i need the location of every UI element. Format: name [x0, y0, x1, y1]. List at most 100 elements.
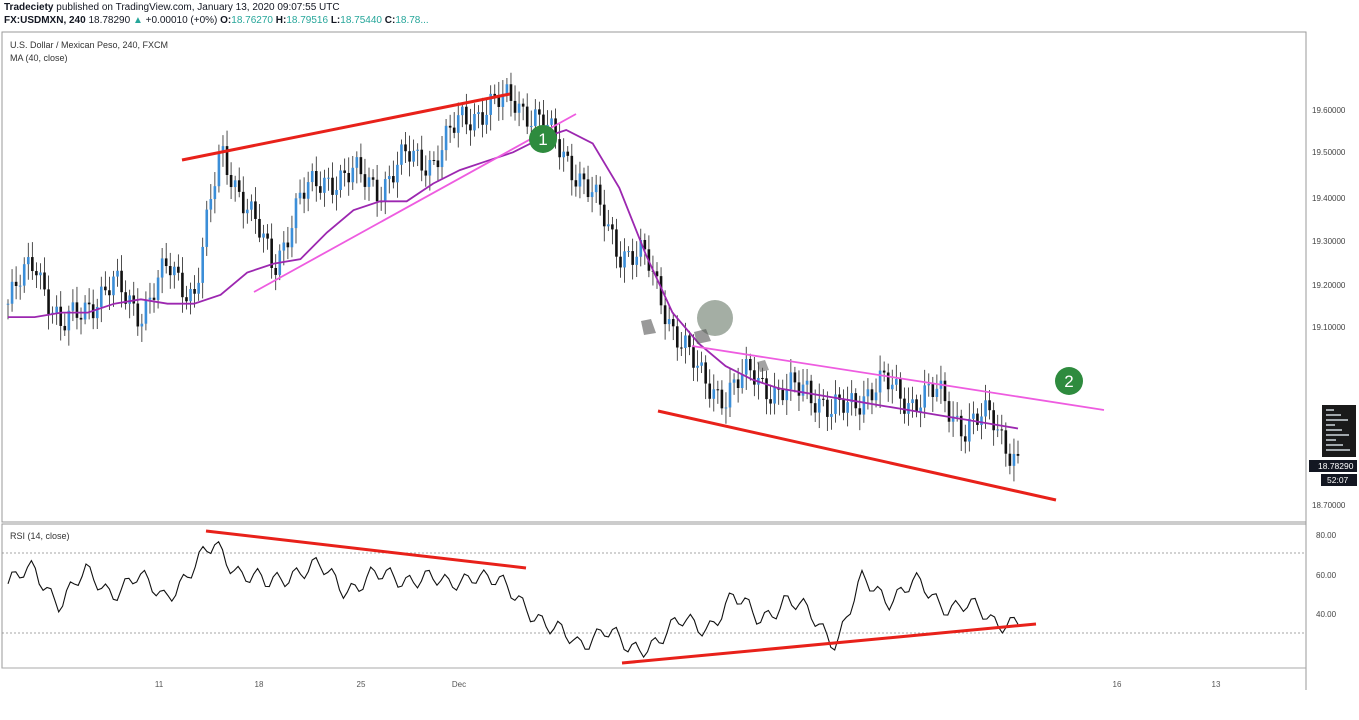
candle-body — [813, 403, 817, 413]
ohlc-header: FX:USDMXN, 240 18.78290 ▲ +0.00010 (+0%)… — [4, 15, 429, 26]
candle-body — [335, 189, 338, 195]
candle-body — [744, 359, 748, 375]
change-value: +0.00010 (+0%) — [145, 15, 218, 26]
candle-body — [959, 415, 963, 437]
candle-body — [213, 186, 217, 200]
candle-body — [298, 192, 302, 199]
rsi-tick: 60.00 — [1316, 571, 1337, 580]
candle-body — [286, 242, 290, 248]
candle-body — [140, 323, 144, 327]
candle-body — [392, 176, 395, 183]
candle-body — [233, 180, 237, 188]
candle-body — [331, 177, 334, 195]
candle-body — [761, 377, 764, 379]
candle-body — [1008, 453, 1012, 466]
upper-falling-trendline[interactable] — [691, 345, 1105, 411]
candle-body — [538, 109, 541, 115]
candle-body — [663, 305, 667, 325]
candle-body — [878, 370, 882, 393]
open-label: O: — [220, 15, 232, 26]
candle-body — [22, 264, 26, 286]
candle-body — [104, 286, 107, 291]
candle-body — [400, 144, 403, 165]
candle-body — [181, 272, 184, 298]
candle-body — [696, 365, 699, 368]
candle-body — [221, 146, 225, 152]
candle-body — [984, 400, 987, 417]
candle-body — [619, 256, 622, 268]
candle-body — [314, 171, 318, 187]
candle-body — [95, 306, 99, 319]
candle-body — [700, 362, 703, 366]
candle-body — [197, 282, 200, 294]
candle-body — [838, 394, 841, 400]
candle-body — [542, 114, 545, 132]
candle-body — [156, 277, 160, 300]
candle-body — [465, 106, 468, 125]
candle-body — [797, 382, 801, 396]
candle-body — [168, 266, 172, 276]
candle-body — [371, 177, 375, 180]
candle-body — [704, 362, 707, 384]
lower-rising-trendline[interactable] — [253, 113, 577, 293]
candle-body — [432, 160, 436, 162]
candle-body — [193, 289, 196, 294]
candle-body — [558, 139, 561, 158]
candlestick-series — [6, 72, 1020, 482]
symbol-label: FX:USDMXN, 240 — [4, 15, 86, 26]
candle-body — [152, 297, 156, 300]
candle-body — [712, 389, 716, 399]
price-tick: 18.70000 — [1312, 501, 1346, 510]
price-tick: 19.40000 — [1312, 194, 1346, 203]
candle-body — [895, 378, 898, 385]
price-pane-frame — [1, 31, 1307, 523]
time-tick: 18 — [255, 680, 264, 689]
candle-body — [473, 114, 476, 131]
candle-body — [375, 179, 379, 202]
highlight-marker — [697, 300, 733, 336]
candle-body — [590, 192, 594, 198]
candle-body — [655, 271, 659, 277]
price-tag — [1309, 460, 1357, 472]
candle-body — [513, 100, 517, 113]
candle-body — [923, 385, 927, 408]
candle-body — [63, 325, 67, 331]
candle-body — [444, 125, 448, 151]
lower-falling-trendline[interactable] — [657, 409, 1057, 502]
candle-body — [720, 389, 724, 409]
candle-body — [826, 399, 829, 417]
candle-body — [643, 239, 647, 250]
candle-body — [935, 388, 939, 397]
publisher-name: Tradeciety — [4, 2, 54, 13]
candle-body — [566, 151, 570, 156]
candle-body — [907, 403, 910, 414]
marker-1-number: 1 — [538, 130, 547, 149]
candle-body — [460, 106, 464, 116]
marker-2-badge — [1055, 367, 1083, 395]
countdown-tag — [1321, 474, 1357, 486]
upper-rising-trendline[interactable] — [181, 92, 511, 162]
rsi-rising-trendline[interactable] — [621, 622, 1037, 665]
candle-body — [789, 372, 793, 390]
candle-body — [148, 297, 152, 300]
candle-body — [132, 295, 136, 304]
candle-body — [724, 407, 728, 409]
candle-body — [769, 399, 772, 404]
candle-body — [615, 229, 618, 257]
candle-body — [866, 389, 870, 397]
rsi-falling-trendline[interactable] — [205, 529, 527, 570]
time-tick: 13 — [1212, 680, 1221, 689]
candle-body — [753, 370, 756, 385]
candle-body — [870, 389, 874, 401]
candle-body — [26, 257, 30, 265]
candle-body — [448, 125, 452, 128]
time-tick: 16 — [1113, 680, 1122, 689]
candle-body — [915, 399, 918, 412]
candle-body — [554, 118, 557, 140]
candle-body — [911, 399, 914, 404]
candle-body — [1016, 453, 1020, 456]
up-arrow-icon: ▲ — [132, 15, 143, 26]
candle-body — [428, 160, 432, 176]
candle-body — [574, 180, 578, 187]
